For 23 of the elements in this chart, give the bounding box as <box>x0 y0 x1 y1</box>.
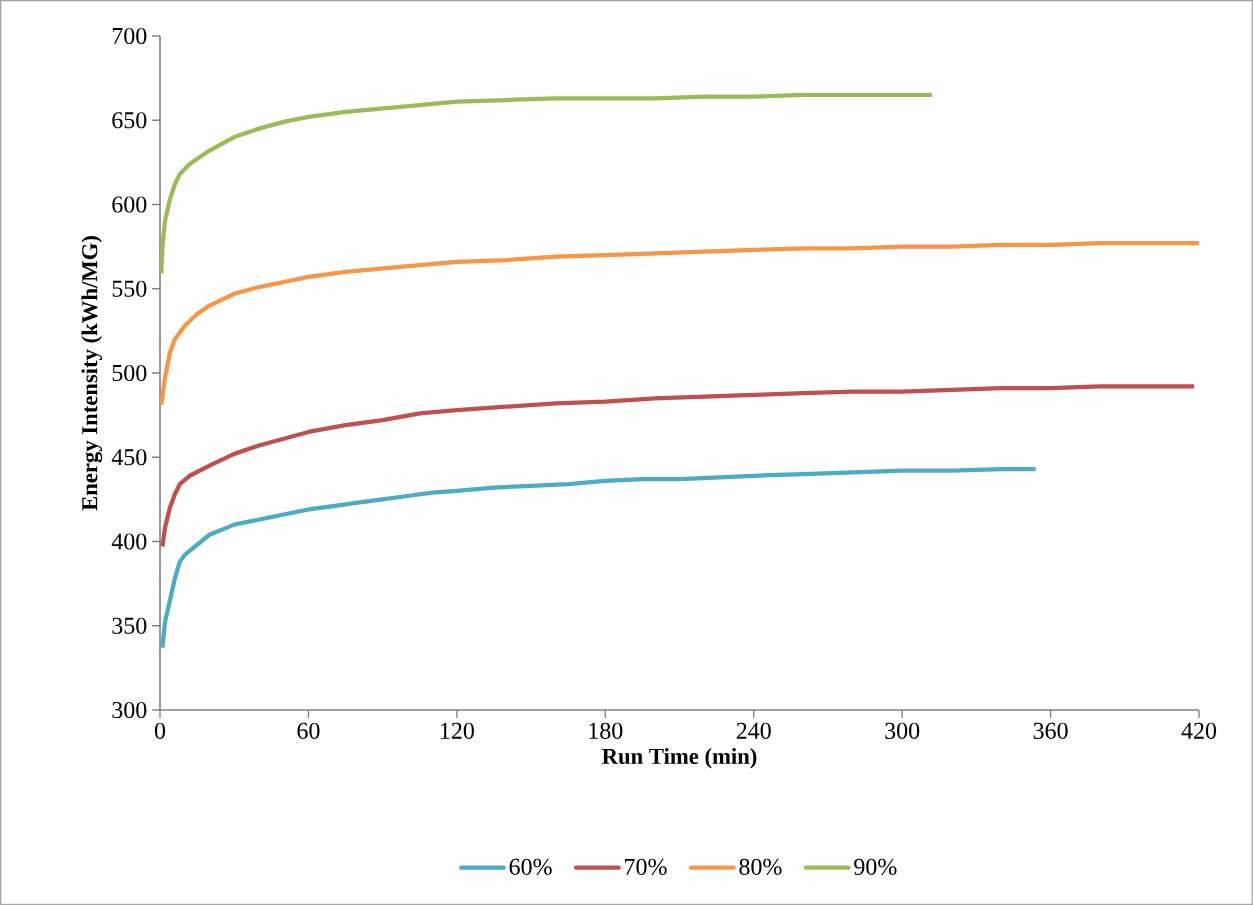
x-tick-label: 180 <box>589 722 623 739</box>
legend-label: 70% <box>625 858 667 875</box>
x-tick-label: 300 <box>885 722 920 739</box>
y-tick-label: 550 <box>112 280 147 297</box>
y-tick-label: 350 <box>112 617 147 634</box>
x-tick-label: 0 <box>154 722 166 739</box>
legend-label: 90% <box>854 858 897 875</box>
y-tick-label: 500 <box>112 364 147 382</box>
y-tick-label: 600 <box>112 196 147 213</box>
y-tick-label: 650 <box>112 112 147 129</box>
legend-label: 80% <box>739 858 782 875</box>
y-axis-title: Energy Intensity (kWh/MG) <box>81 236 103 511</box>
x-axis-title: Run Time (min) <box>602 748 757 769</box>
x-tick-label: 420 <box>1181 722 1217 739</box>
y-tick-label: 700 <box>112 27 147 45</box>
legend-label: 60% <box>509 858 552 875</box>
y-tick-label: 400 <box>111 533 147 550</box>
x-tick-label: 120 <box>440 722 474 739</box>
x-tick-label: 240 <box>736 722 771 739</box>
x-tick-label: 360 <box>1033 722 1068 739</box>
x-tick-label: 60 <box>297 722 320 739</box>
y-tick-label: 300 <box>112 701 147 719</box>
y-tick-label: 450 <box>111 449 147 466</box>
